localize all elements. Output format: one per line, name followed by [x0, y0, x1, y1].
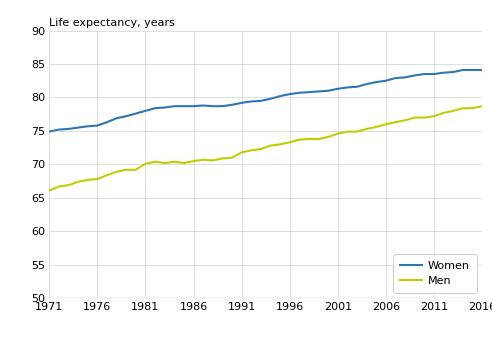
Women [104, 120, 110, 124]
Women [277, 94, 283, 98]
Women [114, 116, 120, 120]
Men [190, 159, 196, 163]
Men [229, 156, 235, 160]
Men [200, 158, 206, 162]
Men [393, 120, 399, 124]
Men [152, 160, 158, 164]
Women [306, 90, 312, 94]
Men [344, 129, 350, 134]
Women [200, 103, 206, 107]
Men [287, 140, 293, 144]
Women [123, 114, 129, 118]
Men [296, 138, 302, 142]
Men [431, 114, 437, 118]
Women [383, 79, 389, 83]
Men [219, 156, 225, 160]
Men [104, 173, 110, 177]
Men [171, 160, 177, 164]
Women [373, 80, 379, 84]
Men [450, 109, 456, 113]
Men [469, 106, 475, 110]
Men [354, 129, 360, 134]
Women [133, 112, 139, 116]
Men [268, 144, 274, 148]
Text: Life expectancy, years: Life expectancy, years [49, 18, 175, 28]
Women [190, 104, 196, 108]
Men [373, 125, 379, 129]
Women [316, 89, 322, 94]
Women [94, 123, 100, 127]
Women [210, 104, 215, 108]
Men [123, 168, 129, 172]
Men [85, 178, 91, 182]
Men [422, 116, 428, 120]
Women [268, 97, 274, 101]
Women [441, 71, 447, 75]
Women [85, 124, 91, 128]
Women [56, 127, 62, 132]
Women [479, 68, 485, 72]
Women [422, 72, 428, 76]
Women [469, 68, 475, 72]
Women [296, 91, 302, 95]
Men [56, 184, 62, 188]
Men [133, 168, 139, 172]
Men [162, 161, 168, 165]
Women [364, 82, 369, 86]
Women [143, 109, 149, 113]
Men [75, 180, 81, 184]
Men [210, 158, 215, 162]
Men [412, 116, 418, 120]
Women [65, 127, 71, 131]
Men [325, 135, 331, 139]
Women [393, 76, 399, 80]
Men [94, 177, 100, 181]
Men [114, 170, 120, 174]
Women [239, 101, 245, 105]
Women [75, 125, 81, 129]
Women [402, 75, 408, 79]
Men [335, 132, 341, 136]
Women [162, 105, 168, 109]
Men [65, 183, 71, 187]
Women [152, 106, 158, 110]
Women [412, 73, 418, 77]
Men [143, 162, 149, 166]
Women [325, 89, 331, 93]
Men [277, 142, 283, 146]
Women [248, 99, 254, 103]
Line: Men: Men [49, 106, 482, 191]
Women [354, 85, 360, 89]
Men [364, 127, 369, 131]
Men [46, 188, 52, 193]
Women [344, 85, 350, 89]
Women [431, 72, 437, 76]
Women [450, 70, 456, 74]
Women [181, 104, 187, 108]
Men [479, 104, 485, 108]
Men [383, 122, 389, 126]
Men [248, 148, 254, 153]
Women [258, 99, 264, 103]
Men [258, 147, 264, 151]
Women [335, 87, 341, 91]
Men [306, 137, 312, 141]
Women [219, 104, 225, 108]
Women [229, 103, 235, 107]
Men [441, 111, 447, 115]
Women [46, 129, 52, 134]
Men [402, 118, 408, 122]
Men [181, 161, 187, 165]
Men [316, 137, 322, 141]
Women [171, 104, 177, 108]
Women [287, 92, 293, 96]
Women [460, 68, 466, 72]
Legend: Women, Men: Women, Men [394, 254, 477, 293]
Men [239, 150, 245, 154]
Line: Women: Women [49, 70, 482, 132]
Men [460, 106, 466, 110]
